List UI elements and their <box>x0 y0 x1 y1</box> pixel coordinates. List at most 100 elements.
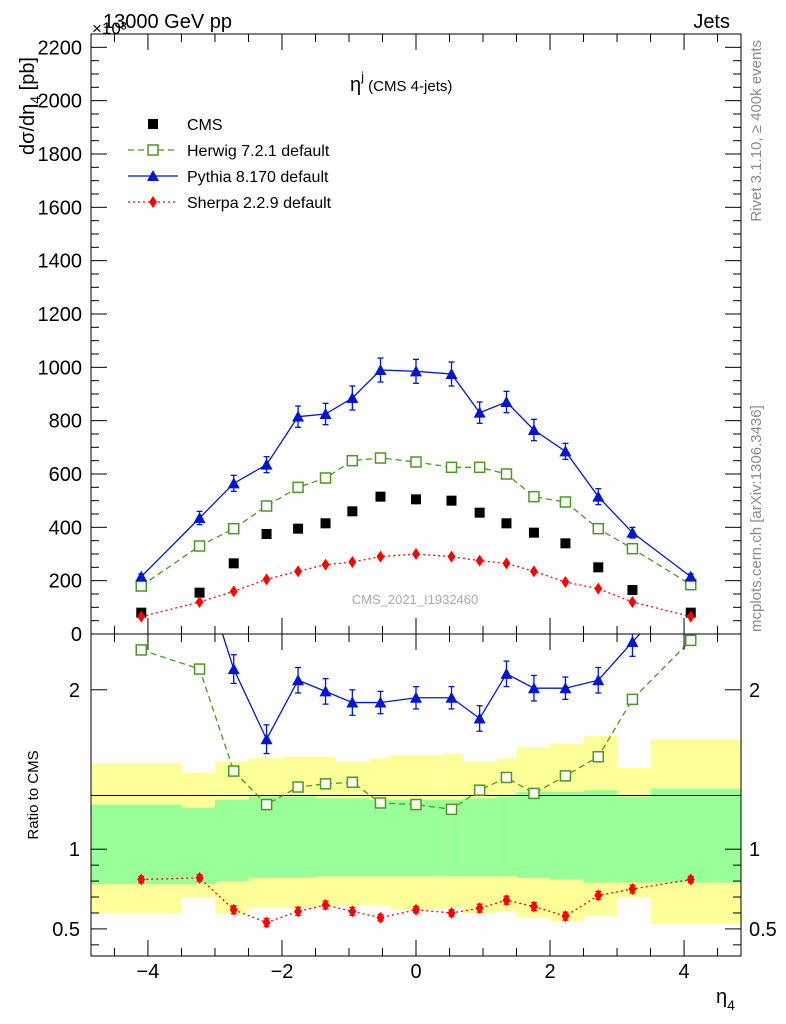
ratio-pythia-point <box>227 663 240 675</box>
x-axis-label: η4 <box>716 986 735 1013</box>
main-sherpa-point <box>229 585 238 598</box>
y-tick-label: 1000 <box>38 357 83 379</box>
axis-ticks <box>91 33 741 956</box>
x-tick-label: 0 <box>410 961 421 983</box>
ratio-pythia-point <box>194 556 206 567</box>
x-tick-label: 4 <box>678 961 689 983</box>
main-cms-point <box>560 538 571 549</box>
main-herwig-point <box>626 542 639 555</box>
ratio-pythia-point <box>410 691 422 703</box>
main-sherpa-point <box>502 557 511 570</box>
main-herwig-point <box>292 481 304 494</box>
ratio-pythia-point <box>346 696 359 708</box>
main-series <box>135 357 697 623</box>
main-pythia-point <box>626 526 639 538</box>
ratio-axis-label: Ratio to CMS <box>25 750 42 839</box>
main-pythia-point <box>292 410 305 422</box>
ratio-series <box>135 556 697 929</box>
ratio-y-tick-label-right: 2 <box>749 680 760 702</box>
main-sherpa-point <box>561 576 570 588</box>
inner-uncertainty-band <box>650 788 741 883</box>
main-pythia-line <box>140 369 692 578</box>
inner-uncertainty-band <box>181 807 215 885</box>
ratio-herwig-series <box>135 634 697 816</box>
ratio-herwig-point <box>260 798 273 811</box>
inner-uncertainty-band <box>496 796 517 877</box>
main-herwig-series <box>135 452 697 592</box>
main-sherpa-point <box>628 596 637 608</box>
main-herwig-point <box>410 456 422 468</box>
ratio-pythia-point <box>527 682 540 694</box>
ratio-sherpa-point <box>447 906 456 919</box>
main-pythia-point <box>559 445 572 457</box>
main-cms-point <box>228 558 239 569</box>
inner-uncertainty-band <box>462 798 497 877</box>
main-cms-point <box>293 523 304 534</box>
x-tick-label: 2 <box>544 961 555 983</box>
main-sherpa-point <box>686 610 695 623</box>
x-tick-label: −2 <box>271 961 294 983</box>
main-sherpa-line <box>141 553 691 618</box>
ratio-herwig-line <box>141 639 692 811</box>
inner-uncertainty-band <box>442 799 463 877</box>
inner-uncertainty-band <box>214 799 249 882</box>
main-sherpa-point <box>412 548 420 560</box>
x-tick-label: −4 <box>137 961 160 983</box>
ratio-pythia-point <box>559 682 572 694</box>
main-sherpa-point <box>137 610 146 623</box>
main-sherpa-point <box>447 550 456 563</box>
main-herwig-point <box>135 580 148 592</box>
energy-label: 13000 GeV pp <box>103 11 232 33</box>
main-pythia-point <box>135 570 148 582</box>
ratio-y-tick-label-right: 1 <box>749 839 760 861</box>
ratio-pythia-point <box>592 674 605 686</box>
ratio-herwig-point <box>445 803 458 816</box>
rivet-label: Rivet 3.1.10, ≥ 400k events <box>748 40 765 222</box>
main-pythia-point <box>227 477 240 489</box>
ratio-y-tick-label-left: 1 <box>69 839 80 861</box>
ratio-herwig-point <box>135 644 148 656</box>
main-herwig-point <box>473 461 486 474</box>
ratio-sherpa-point <box>561 910 570 923</box>
inner-uncertainty-band <box>550 791 584 880</box>
main-herwig-point <box>227 522 240 535</box>
main-herwig-point <box>500 468 513 480</box>
main-cms-point <box>528 527 539 538</box>
legend-herwig-marker <box>147 144 159 156</box>
inner-uncertainty-band <box>91 804 182 885</box>
y-tick-label: 1600 <box>38 197 83 219</box>
main-pythia-point <box>193 512 206 523</box>
main-herwig-point <box>528 490 540 503</box>
main-sherpa-point <box>475 554 484 567</box>
legend-cms-marker <box>148 119 158 129</box>
ratio-herwig-point <box>227 765 240 777</box>
mcplots-label: mcplots.cern.ch [arXiv:1306.3436] <box>748 405 765 632</box>
inner-uncertainty-band <box>617 796 651 883</box>
ratio-herwig-point <box>528 787 540 800</box>
y-tick-label: 800 <box>49 411 82 433</box>
main-cms-point <box>320 518 331 529</box>
y-tick-label: 1200 <box>38 304 83 326</box>
tick-labels: −4 −2 0 2 4 0 200 400 600 800 1000 1200 1400 1600 1800… <box>38 37 777 983</box>
main-pythia-point <box>319 408 332 419</box>
main-sherpa-point <box>529 565 538 578</box>
main-sherpa-point <box>594 582 603 595</box>
ratio-herwig-point <box>346 776 359 788</box>
legend-pythia-marker <box>147 170 159 181</box>
main-cms-point <box>627 585 638 595</box>
main-pythia-point <box>346 392 359 403</box>
ratio-sherpa-point <box>195 871 204 884</box>
legend-cms-label: CMS <box>187 117 223 134</box>
ratio-pythia-point <box>292 674 305 686</box>
y-tick-label: 200 <box>49 571 82 593</box>
legend-pythia-label: Pythia 8.170 default <box>187 169 329 186</box>
ratio-y-tick-label-left: 2 <box>69 680 80 702</box>
ratio-sherpa-line <box>141 877 691 924</box>
main-herwig-point <box>374 452 387 464</box>
legend-herwig-label: Herwig 7.2.1 default <box>187 143 330 160</box>
y-tick-label: 0 <box>71 624 82 646</box>
main-herwig-point <box>346 454 359 467</box>
y-tick-label: 2200 <box>38 37 83 59</box>
main-pythia-point <box>473 406 486 418</box>
